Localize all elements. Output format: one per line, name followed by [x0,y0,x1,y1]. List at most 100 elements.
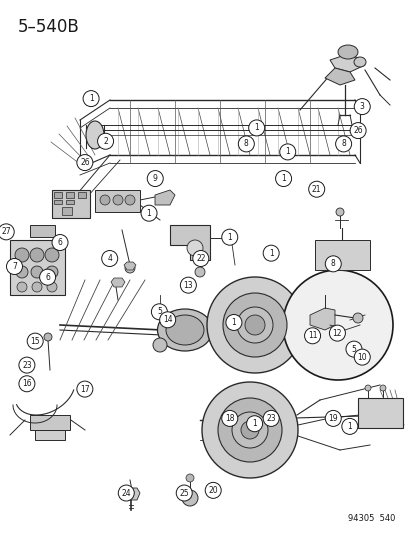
Ellipse shape [353,57,365,67]
Circle shape [7,259,22,274]
Circle shape [195,267,204,277]
Circle shape [19,376,35,392]
Text: 5: 5 [157,308,161,316]
Text: 19: 19 [328,414,337,423]
Polygon shape [324,68,354,85]
Circle shape [206,277,302,373]
Circle shape [218,398,281,462]
Circle shape [240,421,259,439]
Circle shape [335,136,351,152]
Circle shape [16,266,28,278]
Text: 4: 4 [107,254,112,263]
Text: 18: 18 [225,414,234,423]
Circle shape [192,251,208,266]
Circle shape [125,195,135,205]
Circle shape [153,338,166,352]
Bar [54,200,62,204]
Circle shape [97,133,113,149]
Text: 8: 8 [340,140,345,148]
Circle shape [113,195,123,205]
Circle shape [52,235,68,251]
Circle shape [221,229,237,245]
Circle shape [27,333,43,349]
Text: 22: 22 [196,254,205,263]
Text: 21: 21 [311,185,320,193]
Circle shape [77,381,93,397]
Ellipse shape [157,309,212,351]
Circle shape [364,385,370,391]
Ellipse shape [86,121,104,149]
Circle shape [182,490,197,506]
Text: 1: 1 [254,124,259,132]
Text: 1: 1 [227,233,232,241]
Text: 20: 20 [208,486,218,495]
Bar [30,415,70,430]
Bar [54,192,62,198]
Circle shape [159,312,175,328]
Circle shape [236,307,272,343]
Polygon shape [329,55,364,72]
Circle shape [263,245,278,261]
Bar [78,192,86,198]
Text: 11: 11 [307,332,316,340]
Circle shape [341,418,357,434]
Circle shape [77,155,93,171]
Circle shape [176,485,192,501]
Polygon shape [124,262,136,270]
Circle shape [282,270,392,380]
Circle shape [47,282,57,292]
Text: 9: 9 [152,174,157,183]
Text: 1: 1 [285,148,290,156]
Bar [66,192,74,198]
Text: 1: 1 [231,318,236,327]
Circle shape [32,282,42,292]
Circle shape [231,412,267,448]
Circle shape [118,485,134,501]
Text: 1: 1 [88,94,93,103]
Circle shape [225,314,241,330]
Text: 17: 17 [80,385,90,393]
Circle shape [325,256,340,272]
Text: 16: 16 [22,379,32,388]
Bar [30,225,55,237]
Circle shape [349,123,365,139]
Bar [95,190,140,212]
Circle shape [147,171,163,187]
Circle shape [83,91,99,107]
Circle shape [44,333,52,341]
Text: 26: 26 [352,126,362,135]
Circle shape [30,248,44,262]
Text: 1: 1 [146,209,151,217]
Circle shape [279,144,295,160]
Circle shape [246,416,262,432]
Circle shape [379,385,385,391]
Text: 1: 1 [268,249,273,257]
Circle shape [45,248,59,262]
Polygon shape [170,225,209,260]
Text: 6: 6 [57,238,62,247]
Bar [35,430,65,440]
Text: 5–540B: 5–540B [18,18,80,36]
Text: 13: 13 [183,281,193,289]
Circle shape [141,205,157,221]
Circle shape [263,410,278,426]
Circle shape [223,293,286,357]
Circle shape [202,382,297,478]
Text: 26: 26 [80,158,90,167]
Circle shape [275,171,291,187]
Circle shape [238,136,254,152]
Circle shape [46,266,58,278]
Text: 5: 5 [351,345,356,353]
Circle shape [151,304,167,320]
Circle shape [180,277,196,293]
Polygon shape [124,488,140,500]
Text: 24: 24 [121,489,131,497]
Text: 6: 6 [45,273,50,281]
Bar [314,240,369,270]
Circle shape [354,349,369,365]
Text: 2: 2 [103,137,108,146]
Circle shape [354,99,369,115]
Text: 1: 1 [252,419,256,428]
Text: 3: 3 [359,102,364,111]
Bar [62,207,72,215]
